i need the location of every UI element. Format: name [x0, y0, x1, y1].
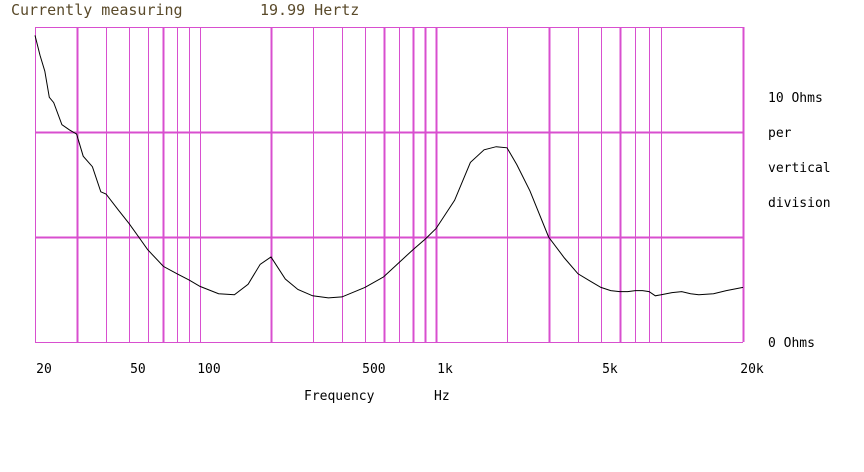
right-label-bottom: 0 Ohms — [768, 336, 815, 351]
status-value: 19.99 Hertz — [260, 1, 360, 19]
major-grid — [35, 27, 745, 343]
right-label-division: division — [768, 196, 831, 211]
right-label-top: 10 Ohms — [768, 91, 823, 106]
x-axis-label-quantity: Frequency — [304, 389, 375, 404]
x-tick-label: 500 — [362, 362, 385, 377]
impedance-curve-0 — [34, 35, 744, 299]
minor-grid — [77, 27, 744, 342]
curve-layer — [34, 35, 744, 299]
x-axis-label-unit: Hz — [434, 389, 450, 404]
x-tick-label: 20k — [740, 362, 764, 377]
status-label: Currently measuring — [11, 1, 183, 19]
x-tick-label: 50 — [130, 362, 146, 377]
status-line: Currently measuring 19.99 Hertz — [11, 1, 359, 55]
x-tick-label: 20 — [36, 362, 52, 377]
right-label-vertical: vertical — [768, 161, 831, 176]
x-tick-label: 5k — [602, 362, 618, 377]
x-tick-labels: 20 50 100 500 1k 5k 20k — [36, 362, 764, 377]
x-tick-label: 100 — [197, 362, 220, 377]
x-tick-label: 1k — [437, 362, 453, 377]
right-label-per: per — [768, 126, 792, 141]
